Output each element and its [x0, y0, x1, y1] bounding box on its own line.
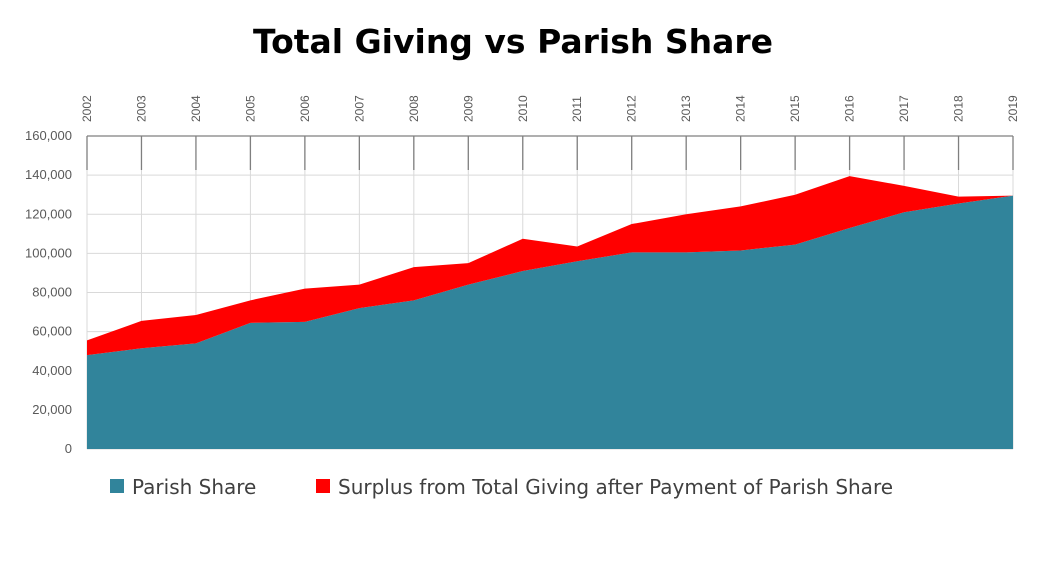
- legend: Parish Share Surplus from Total Giving af…: [110, 475, 893, 499]
- y-tick-label: 100,000: [25, 245, 72, 260]
- x-tick-label: 2015: [788, 95, 802, 122]
- area-series-parish-share: [87, 195, 1013, 449]
- legend-swatch: [110, 479, 124, 493]
- x-tick-label: 2018: [952, 95, 966, 122]
- x-tick-label: 2019: [1006, 95, 1020, 122]
- legend-label: Surplus from Total Giving after Payment …: [338, 475, 893, 499]
- x-tick-label: 2003: [134, 95, 148, 122]
- x-tick-label: 2005: [243, 95, 257, 122]
- x-tick-label: 2002: [80, 95, 94, 122]
- x-tick-label: 2012: [625, 95, 639, 122]
- x-tick-label: 2006: [298, 95, 312, 122]
- legend-swatch: [316, 479, 330, 493]
- x-tick-label: 2009: [461, 95, 475, 122]
- chart-title: Total Giving vs Parish Share: [253, 22, 773, 61]
- x-tick-label: 2011: [570, 96, 584, 122]
- legend-label: Parish Share: [132, 475, 256, 499]
- plot-area: [87, 176, 1013, 449]
- y-tick-label: 0: [65, 441, 72, 456]
- x-tick-label: 2016: [843, 95, 857, 122]
- y-tick-label: 40,000: [32, 363, 72, 378]
- y-tick-label: 140,000: [25, 167, 72, 182]
- y-tick-label: 80,000: [32, 285, 72, 300]
- x-tick-label: 2013: [679, 95, 693, 122]
- x-tick-label: 2004: [189, 95, 203, 122]
- y-tick-label: 60,000: [32, 324, 72, 339]
- area-series-surplus-from-total-giving-after-payment-of-parish-share: [87, 176, 1013, 356]
- x-tick-label: 2007: [352, 95, 366, 122]
- y-tick-label: 160,000: [25, 128, 72, 143]
- x-tick-label: 2010: [516, 95, 530, 122]
- y-tick-label: 120,000: [25, 206, 72, 221]
- x-tick-label: 2014: [734, 95, 748, 122]
- y-tick-label: 20,000: [32, 402, 72, 417]
- axes: 160,000 140,000 120,000 100,000 80,000 60,000…: [25, 95, 1020, 456]
- x-tick-label: 2008: [407, 95, 421, 122]
- x-tick-label: 2017: [897, 95, 911, 122]
